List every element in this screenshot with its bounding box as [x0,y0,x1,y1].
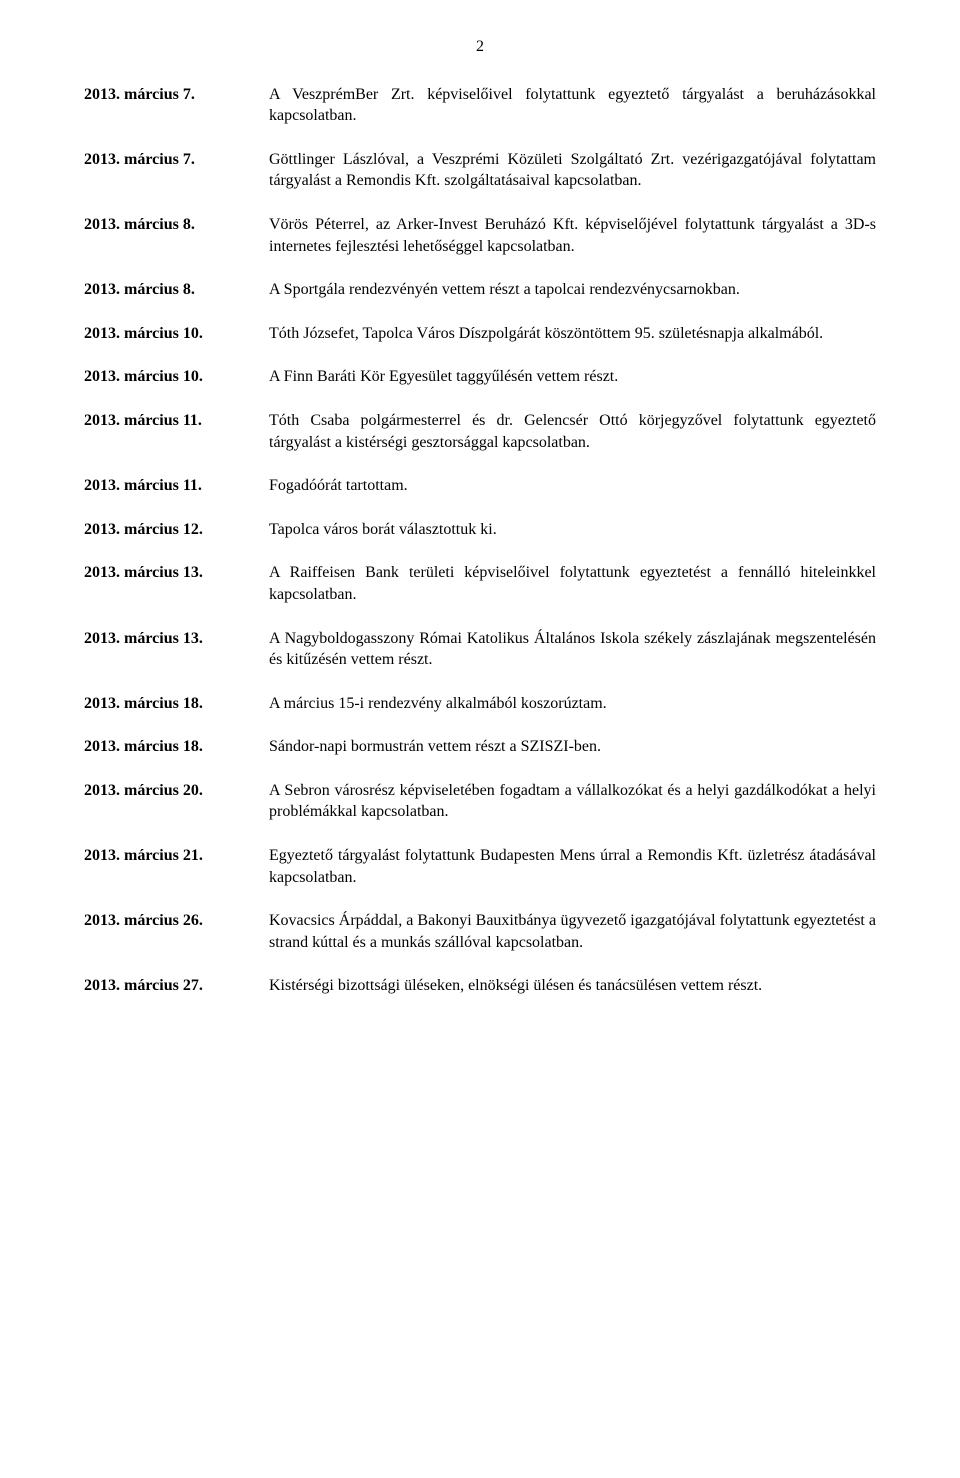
entry-text: Göttlinger Lászlóval, a Veszprémi Közüle… [269,149,876,192]
entry: 2013. március 7. Göttlinger Lászlóval, a … [84,149,876,192]
entry-gap [239,975,269,997]
entry-text: Kovacsics Árpáddal, a Bakonyi Bauxitbány… [269,910,876,953]
entry: 2013. március 18. Sándor-napi bormustrán … [84,736,876,758]
entry-gap [239,693,269,715]
entry-text: Kistérségi bizottsági üléseken, elnökség… [269,975,876,997]
entry-date: 2013. március 10. [84,323,239,345]
entry-date: 2013. március 13. [84,562,239,605]
entry-date: 2013. március 7. [84,149,239,192]
entry: 2013. március 10. A Finn Baráti Kör Egyes… [84,366,876,388]
entry: 2013. március 11. Fogadóórát tartottam. [84,475,876,497]
entry-gap [239,279,269,301]
entry-gap [239,780,269,823]
entry-gap [239,628,269,671]
entry-gap [239,910,269,953]
entry-gap [239,736,269,758]
entry-gap [239,366,269,388]
entry-date: 2013. március 20. [84,780,239,823]
entry-gap [239,475,269,497]
entry: 2013. március 20. A Sebron városrész képv… [84,780,876,823]
entry-gap [239,562,269,605]
entry-text: Egyeztető tárgyalást folytattunk Budapes… [269,845,876,888]
entry-date: 2013. március 18. [84,736,239,758]
entry: 2013. március 10. Tóth Józsefet, Tapolca … [84,323,876,345]
entry: 2013. március 27. Kistérségi bizottsági ü… [84,975,876,997]
document-page: 2 2013. március 7. A VeszprémBer Zrt. kép… [0,0,960,1478]
entry-text: A Sebron városrész képviseletében fogadt… [269,780,876,823]
entries-list: 2013. március 7. A VeszprémBer Zrt. képvi… [84,84,876,997]
entry-gap [239,149,269,192]
entry-text: Tóth Csaba polgármesterrel és dr. Gelenc… [269,410,876,453]
entry-gap [239,410,269,453]
entry: 2013. március 12. Tapolca város borát vál… [84,519,876,541]
page-number: 2 [84,36,876,58]
entry-date: 2013. március 11. [84,410,239,453]
entry: 2013. március 13. A Raiffeisen Bank terül… [84,562,876,605]
entry: 2013. március 26. Kovacsics Árpáddal, a B… [84,910,876,953]
entry-date: 2013. március 12. [84,519,239,541]
entry: 2013. március 18. A március 15-i rendezvé… [84,693,876,715]
entry-text: Tapolca város borát választottuk ki. [269,519,876,541]
entry-date: 2013. március 26. [84,910,239,953]
entry-text: Fogadóórát tartottam. [269,475,876,497]
entry-date: 2013. március 8. [84,279,239,301]
entry-text: A Sportgála rendezvényén vettem részt a … [269,279,876,301]
entry-gap [239,214,269,257]
entry-text: Vörös Péterrel, az Arker-Invest Beruházó… [269,214,876,257]
entry-text: A Raiffeisen Bank területi képviselőivel… [269,562,876,605]
entry-date: 2013. március 10. [84,366,239,388]
entry-text: A Finn Baráti Kör Egyesület taggyűlésén … [269,366,876,388]
entry-text: A március 15-i rendezvény alkalmából kos… [269,693,876,715]
entry: 2013. március 21. Egyeztető tárgyalást fo… [84,845,876,888]
entry-gap [239,519,269,541]
entry-date: 2013. március 13. [84,628,239,671]
entry-gap [239,323,269,345]
entry: 2013. március 11. Tóth Csaba polgármester… [84,410,876,453]
entry-gap [239,84,269,127]
entry-text: A Nagyboldogasszony Római Katolikus Álta… [269,628,876,671]
entry-text: A VeszprémBer Zrt. képviselőivel folytat… [269,84,876,127]
entry: 2013. március 13. A Nagyboldogasszony Róm… [84,628,876,671]
entry-date: 2013. március 7. [84,84,239,127]
entry: 2013. március 8. A Sportgála rendezvényén… [84,279,876,301]
entry-text: Sándor-napi bormustrán vettem részt a SZ… [269,736,876,758]
entry-date: 2013. március 21. [84,845,239,888]
entry-date: 2013. március 27. [84,975,239,997]
entry: 2013. március 7. A VeszprémBer Zrt. képvi… [84,84,876,127]
entry-gap [239,845,269,888]
entry-date: 2013. március 8. [84,214,239,257]
entry: 2013. március 8. Vörös Péterrel, az Arker… [84,214,876,257]
entry-text: Tóth Józsefet, Tapolca Város Díszpolgárá… [269,323,876,345]
entry-date: 2013. március 11. [84,475,239,497]
entry-date: 2013. március 18. [84,693,239,715]
